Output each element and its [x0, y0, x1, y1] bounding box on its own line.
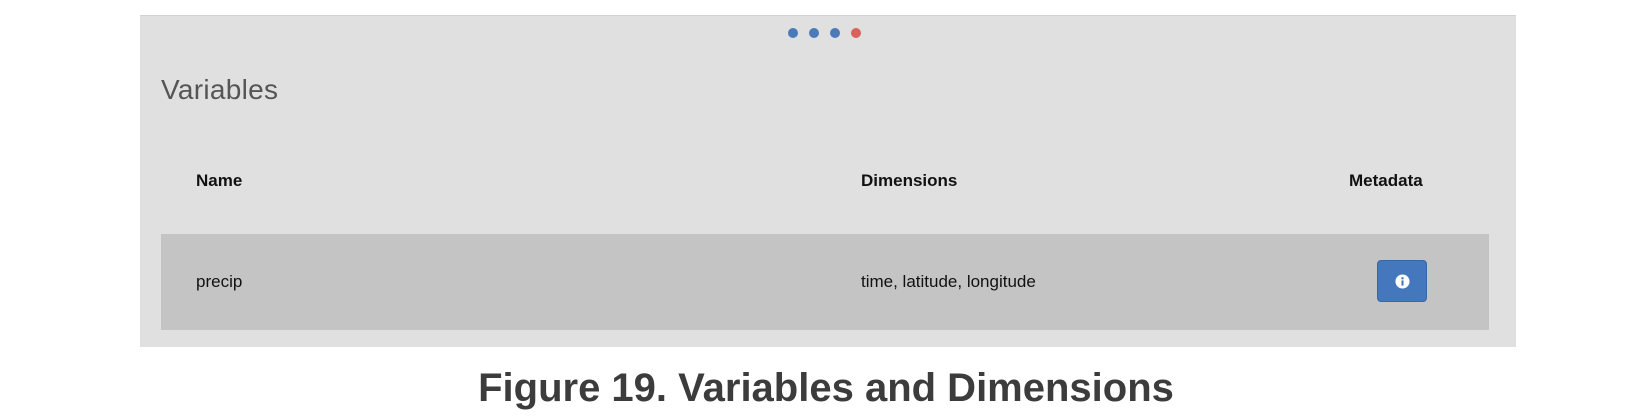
variable-dimensions-cell: time, latitude, longitude — [861, 272, 1036, 291]
step-dot-2[interactable] — [809, 28, 819, 38]
column-header-dimensions: Dimensions — [861, 171, 958, 190]
step-dot-4-active[interactable] — [851, 28, 861, 38]
figure-caption: Figure 19. Variables and Dimensions — [478, 366, 1174, 410]
section-title: Variables — [161, 74, 279, 105]
metadata-info-button[interactable] — [1377, 260, 1427, 302]
info-icon — [1394, 273, 1410, 289]
variables-panel: Variables Name Dimensions Metadata preci… — [140, 15, 1516, 347]
column-header-metadata: Metadata — [1349, 171, 1423, 190]
variable-name-cell: precip — [196, 272, 243, 291]
step-indicator — [788, 28, 861, 38]
step-dot-3[interactable] — [830, 28, 840, 38]
step-dot-1[interactable] — [788, 28, 798, 38]
column-header-name: Name — [196, 171, 243, 190]
variables-table: Name Dimensions Metadata precip time, la… — [161, 156, 1489, 330]
table-header: Name Dimensions Metadata — [161, 156, 1489, 208]
table-row: precip time, latitude, longitude — [161, 234, 1489, 330]
